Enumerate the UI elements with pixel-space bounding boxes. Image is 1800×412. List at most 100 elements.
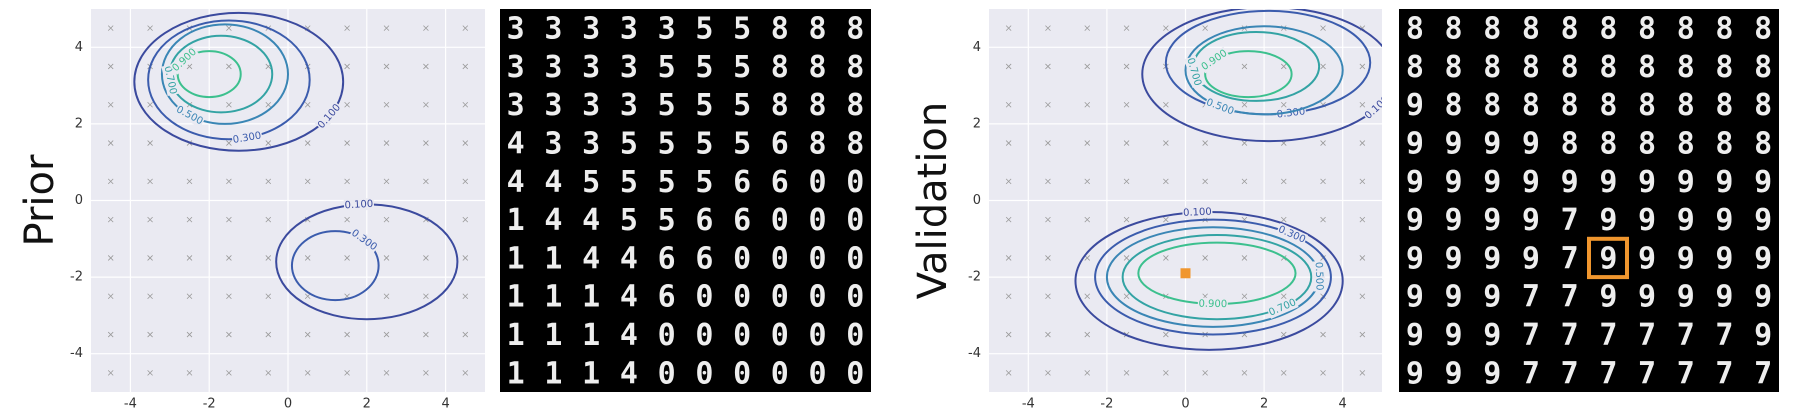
sample-cross: [107, 255, 114, 261]
sample-cross: [1359, 178, 1366, 185]
sample-cross: [147, 140, 153, 146]
sample-cross: [265, 293, 272, 300]
sample-cross: [1005, 370, 1012, 376]
sample-cross: [344, 331, 350, 338]
contour-label: 0.900: [1198, 299, 1227, 311]
contour-label-bg: [231, 129, 263, 147]
sample-cross: [1005, 216, 1012, 223]
sample-cross: [226, 25, 232, 31]
sample-cross: [423, 293, 429, 300]
sample-cross: [1163, 331, 1169, 338]
sample-cross: [1359, 331, 1366, 338]
sample-cross: [1084, 331, 1091, 338]
sample-cross: [1320, 63, 1326, 70]
sample-cross: [383, 63, 390, 70]
y-tick-label: -2: [70, 270, 83, 285]
sample-cross: [107, 331, 114, 338]
sample-cross: [107, 63, 114, 70]
contour-label: 0.100: [344, 199, 373, 212]
y-tick-label: 2: [75, 116, 83, 131]
sample-cross: [462, 178, 469, 185]
sample-cross: [1320, 25, 1326, 31]
sample-cross: [1123, 255, 1130, 261]
sample-cross: [226, 370, 232, 376]
sample-cross: [1359, 101, 1366, 108]
sample-cross: [383, 178, 390, 185]
x-tick-label: -4: [1022, 397, 1035, 412]
sample-cross: [147, 293, 153, 300]
sample-cross: [107, 101, 114, 108]
sample-cross: [462, 293, 469, 300]
sample-cross: [383, 216, 390, 223]
sample-cross: [1320, 331, 1326, 338]
contour-line: [1184, 25, 1344, 116]
sample-cross: [1045, 255, 1051, 261]
sample-cross: [147, 216, 153, 223]
sample-cross: [147, 25, 153, 31]
contour-label-bg: [173, 103, 206, 128]
y-tick-label: 4: [973, 40, 981, 55]
sample-cross: [107, 216, 114, 223]
sample-cross: [462, 25, 469, 31]
sample-cross: [383, 370, 390, 376]
sample-cross: [107, 25, 114, 31]
sample-cross: [1084, 293, 1091, 300]
sample-cross: [1084, 370, 1091, 376]
sample-cross: [1280, 63, 1287, 70]
sample-cross: [1163, 216, 1169, 223]
sample-cross: [226, 293, 232, 300]
sample-cross: [1320, 140, 1326, 146]
sample-cross: [1045, 140, 1051, 146]
sample-cross: [265, 331, 272, 338]
contour-label-bg: [348, 226, 380, 254]
highlight-box: [1587, 236, 1629, 280]
sample-cross: [344, 25, 350, 31]
sample-cross: [265, 178, 272, 185]
sample-cross: [1084, 255, 1091, 261]
sample-cross: [107, 178, 114, 185]
sample-cross: [147, 101, 153, 108]
sample-cross: [1005, 255, 1012, 261]
sample-cross: [1359, 216, 1366, 223]
marker: [1180, 268, 1191, 279]
sample-cross: [1163, 25, 1169, 31]
sample-cross: [1359, 63, 1366, 70]
sample-cross: [265, 101, 272, 108]
sample-cross: [462, 140, 469, 146]
sample-cross: [1005, 331, 1012, 338]
contour-label-bg: [1312, 261, 1326, 292]
contour-line: [1204, 50, 1293, 99]
sample-cross: [1163, 140, 1169, 146]
sample-cross: [423, 255, 429, 261]
sample-cross: [462, 255, 469, 261]
sample-cross: [1084, 178, 1091, 185]
sample-cross: [1320, 216, 1326, 223]
sample-cross: [423, 140, 429, 146]
contour-label-bg: [1198, 46, 1231, 74]
sample-cross: [147, 331, 153, 338]
contour-label: 0.100: [1183, 207, 1212, 219]
sample-cross: [1123, 178, 1130, 185]
sample-cross: [107, 293, 114, 300]
contour-line: [290, 230, 380, 302]
sample-cross: [344, 63, 350, 70]
sample-cross: [1084, 63, 1091, 70]
sample-cross: [423, 331, 429, 338]
x-tick-label: -4: [124, 397, 137, 412]
sample-cross: [265, 140, 272, 146]
sample-cross: [226, 331, 232, 338]
sample-cross: [265, 216, 272, 223]
sample-cross: [1005, 25, 1012, 31]
sample-cross: [383, 101, 390, 108]
sample-cross: [226, 63, 232, 70]
panel-label: Validation: [910, 102, 956, 300]
contour-label-bg: [1203, 95, 1237, 118]
sample-cross: [1045, 216, 1051, 223]
sample-cross: [1084, 140, 1091, 146]
sample-cross: [186, 216, 193, 223]
panel-label: Prior: [17, 154, 63, 246]
x-tick-label: 0: [284, 397, 292, 412]
x-tick-label: 4: [441, 397, 449, 412]
